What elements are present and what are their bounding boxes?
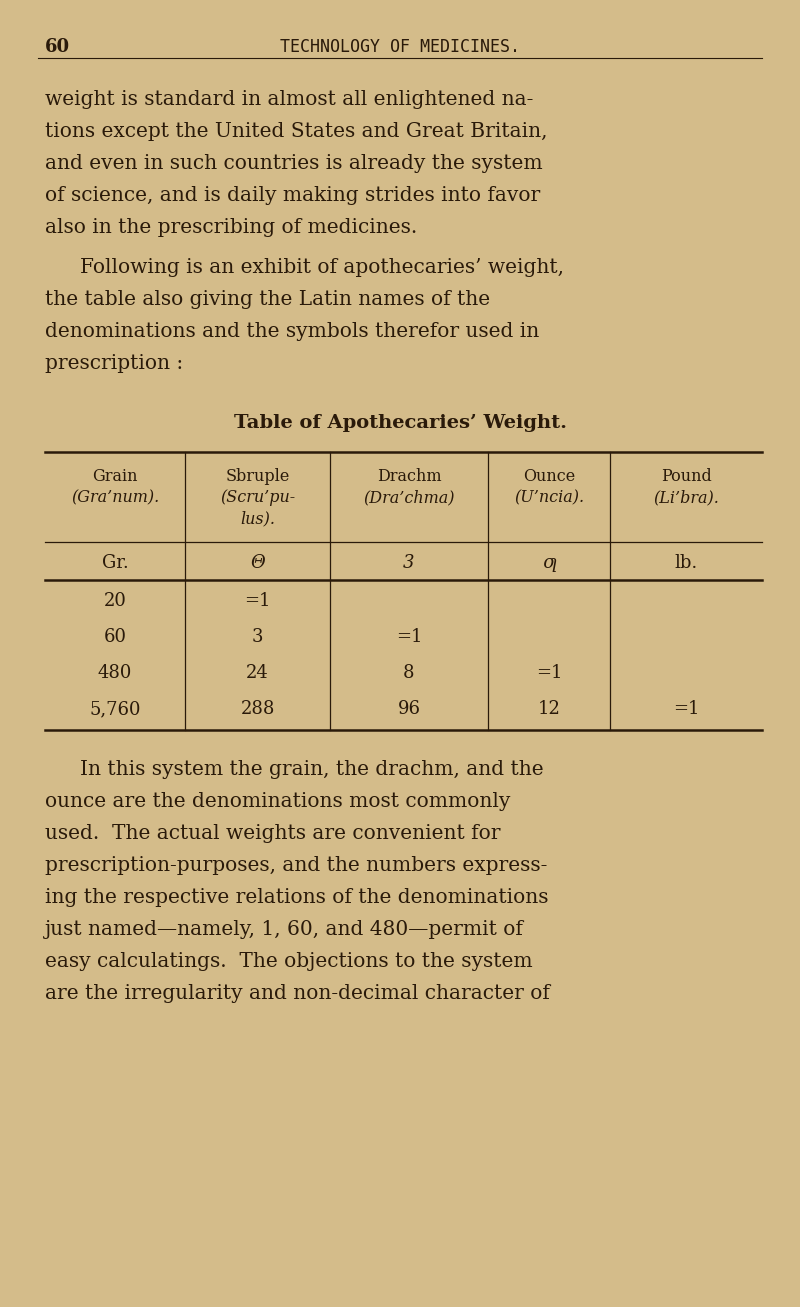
Text: Ounce: Ounce	[523, 468, 575, 485]
Text: TECHNOLOGY OF MEDICINES.: TECHNOLOGY OF MEDICINES.	[280, 38, 520, 56]
Text: Gr.: Gr.	[102, 554, 128, 572]
Text: prescription-purposes, and the numbers express-: prescription-purposes, and the numbers e…	[45, 856, 547, 874]
Text: ounce are the denominations most commonly: ounce are the denominations most commonl…	[45, 792, 510, 812]
Text: (Gra’num).: (Gra’num).	[71, 489, 159, 506]
Text: =1: =1	[244, 592, 270, 610]
Text: the table also giving the Latin names of the: the table also giving the Latin names of…	[45, 290, 490, 308]
Text: 3: 3	[252, 627, 263, 646]
Text: In this system the grain, the drachm, and the: In this system the grain, the drachm, an…	[80, 759, 544, 779]
Text: (Dra’chma): (Dra’chma)	[363, 489, 454, 506]
Text: of science, and is daily making strides into favor: of science, and is daily making strides …	[45, 186, 540, 205]
Text: Following is an exhibit of apothecaries’ weight,: Following is an exhibit of apothecaries’…	[80, 257, 564, 277]
Text: 60: 60	[45, 38, 70, 56]
Text: 8: 8	[403, 664, 414, 682]
Text: Sbruple: Sbruple	[226, 468, 290, 485]
Text: Θ: Θ	[250, 554, 265, 572]
Text: used.  The actual weights are convenient for: used. The actual weights are convenient …	[45, 823, 501, 843]
Text: lus).: lus).	[240, 510, 275, 527]
Text: ƣ: ƣ	[542, 554, 556, 572]
Text: 24: 24	[246, 664, 269, 682]
Text: and even in such countries is already the system: and even in such countries is already th…	[45, 154, 542, 173]
Text: 288: 288	[240, 701, 274, 718]
Text: prescription :: prescription :	[45, 354, 183, 372]
Text: 96: 96	[398, 701, 421, 718]
Text: Table of Apothecaries’ Weight.: Table of Apothecaries’ Weight.	[234, 414, 566, 433]
Text: also in the prescribing of medicines.: also in the prescribing of medicines.	[45, 218, 418, 237]
Text: 20: 20	[103, 592, 126, 610]
Text: (U’ncia).: (U’ncia).	[514, 489, 584, 506]
Text: easy calculatings.  The objections to the system: easy calculatings. The objections to the…	[45, 951, 533, 971]
Text: 5,760: 5,760	[90, 701, 141, 718]
Text: =1: =1	[536, 664, 562, 682]
Text: are the irregularity and non-decimal character of: are the irregularity and non-decimal cha…	[45, 984, 550, 1002]
Text: (Li’bra).: (Li’bra).	[653, 489, 719, 506]
Text: (Scru’pu-: (Scru’pu-	[220, 489, 295, 506]
Text: 3: 3	[403, 554, 414, 572]
Text: =1: =1	[673, 701, 699, 718]
Text: =1: =1	[396, 627, 422, 646]
Text: just named—namely, 1, 60, and 480—permit of: just named—namely, 1, 60, and 480—permit…	[45, 920, 524, 938]
Text: denominations and the symbols therefor used in: denominations and the symbols therefor u…	[45, 322, 539, 341]
Text: Drachm: Drachm	[377, 468, 442, 485]
Text: Pound: Pound	[661, 468, 711, 485]
Text: 60: 60	[103, 627, 126, 646]
Text: ing the respective relations of the denominations: ing the respective relations of the deno…	[45, 887, 549, 907]
Text: 12: 12	[538, 701, 561, 718]
Text: Grain: Grain	[92, 468, 138, 485]
Text: 480: 480	[98, 664, 132, 682]
Text: tions except the United States and Great Britain,: tions except the United States and Great…	[45, 122, 547, 141]
Text: lb.: lb.	[674, 554, 698, 572]
Text: weight is standard in almost all enlightened na-: weight is standard in almost all enlight…	[45, 90, 534, 108]
